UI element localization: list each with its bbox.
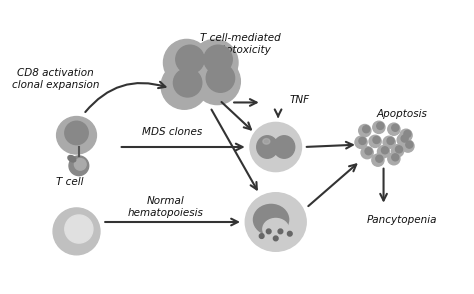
Circle shape [273, 236, 278, 241]
Ellipse shape [206, 64, 235, 92]
Ellipse shape [257, 136, 278, 158]
Circle shape [388, 153, 400, 165]
Ellipse shape [263, 138, 270, 144]
Circle shape [266, 229, 271, 234]
Ellipse shape [161, 63, 208, 109]
Ellipse shape [68, 156, 76, 162]
Ellipse shape [194, 58, 240, 105]
Ellipse shape [273, 136, 295, 158]
Circle shape [377, 146, 390, 158]
Circle shape [382, 147, 389, 154]
Ellipse shape [65, 215, 93, 243]
Circle shape [363, 126, 370, 133]
Circle shape [373, 136, 380, 143]
Circle shape [392, 154, 399, 161]
Circle shape [397, 134, 410, 146]
Ellipse shape [191, 39, 238, 86]
Circle shape [406, 141, 413, 148]
Ellipse shape [173, 69, 202, 97]
Ellipse shape [263, 218, 289, 240]
Circle shape [287, 231, 292, 236]
Ellipse shape [204, 45, 232, 74]
Text: Apoptosis: Apoptosis [377, 109, 428, 119]
Ellipse shape [74, 158, 86, 170]
Circle shape [383, 136, 395, 148]
Circle shape [359, 124, 371, 137]
Ellipse shape [250, 122, 301, 172]
Circle shape [372, 154, 384, 166]
Circle shape [359, 137, 366, 144]
Circle shape [365, 148, 372, 155]
Text: MDS clones: MDS clones [143, 127, 203, 137]
Ellipse shape [245, 193, 306, 251]
Text: T cell-mediated
cytotoxicity: T cell-mediated cytotoxicity [200, 33, 281, 55]
Circle shape [395, 146, 402, 153]
Ellipse shape [69, 156, 89, 176]
Circle shape [401, 135, 408, 142]
Circle shape [361, 146, 373, 159]
Ellipse shape [164, 39, 210, 86]
Circle shape [400, 129, 412, 141]
Circle shape [373, 121, 385, 133]
Text: TNF: TNF [290, 95, 310, 105]
Ellipse shape [254, 204, 289, 235]
Text: Pancytopenia: Pancytopenia [367, 215, 438, 225]
Circle shape [278, 229, 283, 234]
Text: Normal
hematopoiesis: Normal hematopoiesis [128, 196, 203, 218]
Ellipse shape [56, 116, 96, 154]
Text: T cell: T cell [56, 177, 83, 187]
Ellipse shape [53, 208, 100, 255]
Circle shape [387, 137, 394, 144]
Circle shape [402, 140, 414, 152]
Circle shape [376, 155, 383, 162]
Circle shape [404, 130, 411, 137]
Circle shape [355, 136, 367, 148]
Circle shape [392, 145, 404, 157]
Circle shape [388, 123, 400, 135]
Ellipse shape [65, 121, 88, 145]
Circle shape [377, 122, 384, 129]
Circle shape [392, 124, 399, 131]
Ellipse shape [176, 45, 204, 74]
Circle shape [259, 234, 264, 238]
Text: CD8 activation
clonal expansion: CD8 activation clonal expansion [12, 68, 99, 90]
Circle shape [369, 135, 381, 148]
